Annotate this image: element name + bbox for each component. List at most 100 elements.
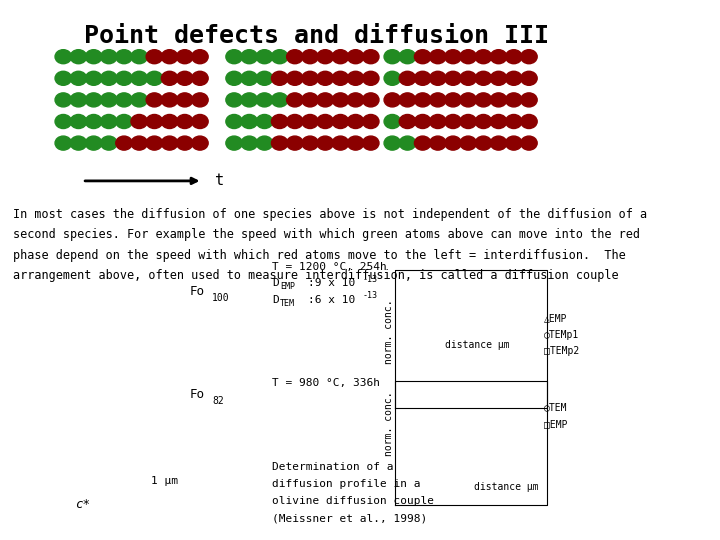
Circle shape — [161, 114, 178, 129]
Circle shape — [86, 71, 102, 85]
Circle shape — [55, 71, 71, 85]
Circle shape — [332, 114, 348, 129]
Text: distance μm: distance μm — [446, 340, 510, 349]
Text: c*: c* — [75, 498, 90, 511]
Circle shape — [347, 50, 364, 64]
Text: second species. For example the speed with which green atoms above can move into: second species. For example the speed wi… — [13, 228, 639, 241]
Circle shape — [521, 50, 537, 64]
Circle shape — [521, 93, 537, 107]
Circle shape — [271, 136, 288, 150]
Circle shape — [287, 114, 303, 129]
Circle shape — [71, 50, 86, 64]
Circle shape — [363, 114, 379, 129]
Circle shape — [400, 50, 415, 64]
Circle shape — [475, 50, 492, 64]
Circle shape — [256, 50, 273, 64]
Circle shape — [101, 114, 117, 129]
Text: Point defects and diffusion III: Point defects and diffusion III — [84, 24, 549, 48]
Text: arrangement above, often used to measure interdiffusion, is called a diffusion c: arrangement above, often used to measure… — [13, 269, 618, 282]
Circle shape — [116, 93, 132, 107]
Circle shape — [287, 50, 303, 64]
Text: T = 1200 °C, 254h: T = 1200 °C, 254h — [272, 262, 387, 272]
Circle shape — [176, 71, 193, 85]
Circle shape — [131, 114, 148, 129]
Circle shape — [445, 71, 462, 85]
Circle shape — [176, 136, 193, 150]
Circle shape — [430, 93, 446, 107]
Text: :9 x 10: :9 x 10 — [308, 279, 356, 288]
Circle shape — [192, 50, 208, 64]
Circle shape — [317, 50, 333, 64]
Circle shape — [332, 71, 348, 85]
Circle shape — [192, 114, 208, 129]
Circle shape — [430, 136, 446, 150]
Text: distance μm: distance μm — [474, 482, 539, 492]
Circle shape — [415, 50, 431, 64]
Circle shape — [505, 136, 522, 150]
Circle shape — [116, 50, 132, 64]
Circle shape — [86, 136, 102, 150]
Circle shape — [490, 71, 507, 85]
Text: phase depend on the speed with which red atoms move to the left = interdiffusion: phase depend on the speed with which red… — [13, 249, 626, 262]
Text: Fo: Fo — [190, 285, 204, 298]
Circle shape — [505, 93, 522, 107]
Text: D: D — [272, 295, 279, 305]
Circle shape — [400, 136, 415, 150]
Circle shape — [226, 114, 243, 129]
Circle shape — [256, 136, 273, 150]
Circle shape — [55, 136, 71, 150]
Circle shape — [192, 93, 208, 107]
Circle shape — [226, 93, 243, 107]
Circle shape — [101, 136, 117, 150]
Circle shape — [317, 136, 333, 150]
Circle shape — [226, 71, 243, 85]
Circle shape — [475, 71, 492, 85]
Circle shape — [271, 93, 288, 107]
Circle shape — [460, 93, 477, 107]
Circle shape — [445, 114, 462, 129]
Circle shape — [71, 114, 86, 129]
Circle shape — [521, 71, 537, 85]
Circle shape — [146, 71, 163, 85]
Text: ○TEM: ○TEM — [544, 403, 567, 413]
Circle shape — [116, 71, 132, 85]
Circle shape — [430, 114, 446, 129]
Circle shape — [302, 114, 318, 129]
Circle shape — [101, 71, 117, 85]
Circle shape — [521, 114, 537, 129]
Circle shape — [287, 71, 303, 85]
Circle shape — [55, 50, 71, 64]
Text: 1 μm: 1 μm — [151, 476, 178, 485]
Text: TEM: TEM — [280, 299, 295, 308]
Circle shape — [384, 114, 400, 129]
Circle shape — [332, 50, 348, 64]
Circle shape — [490, 50, 507, 64]
Circle shape — [161, 136, 178, 150]
Circle shape — [384, 93, 400, 107]
Circle shape — [192, 136, 208, 150]
Circle shape — [317, 114, 333, 129]
Circle shape — [287, 136, 303, 150]
Circle shape — [146, 114, 163, 129]
Circle shape — [490, 93, 507, 107]
Circle shape — [317, 93, 333, 107]
Text: T = 980 °C, 336h: T = 980 °C, 336h — [272, 379, 380, 388]
Circle shape — [256, 114, 273, 129]
Circle shape — [226, 50, 243, 64]
Text: △EMP: △EMP — [544, 314, 567, 323]
Text: ○TEMp1: ○TEMp1 — [544, 330, 580, 340]
Circle shape — [347, 136, 364, 150]
Circle shape — [415, 136, 431, 150]
Circle shape — [116, 114, 132, 129]
Circle shape — [176, 50, 193, 64]
Circle shape — [146, 93, 163, 107]
Circle shape — [363, 50, 379, 64]
Circle shape — [302, 50, 318, 64]
Circle shape — [460, 114, 477, 129]
Circle shape — [86, 93, 102, 107]
Circle shape — [505, 50, 522, 64]
Text: olivine diffusion couple: olivine diffusion couple — [272, 496, 434, 507]
Circle shape — [430, 50, 446, 64]
Circle shape — [400, 93, 415, 107]
Circle shape — [384, 136, 400, 150]
